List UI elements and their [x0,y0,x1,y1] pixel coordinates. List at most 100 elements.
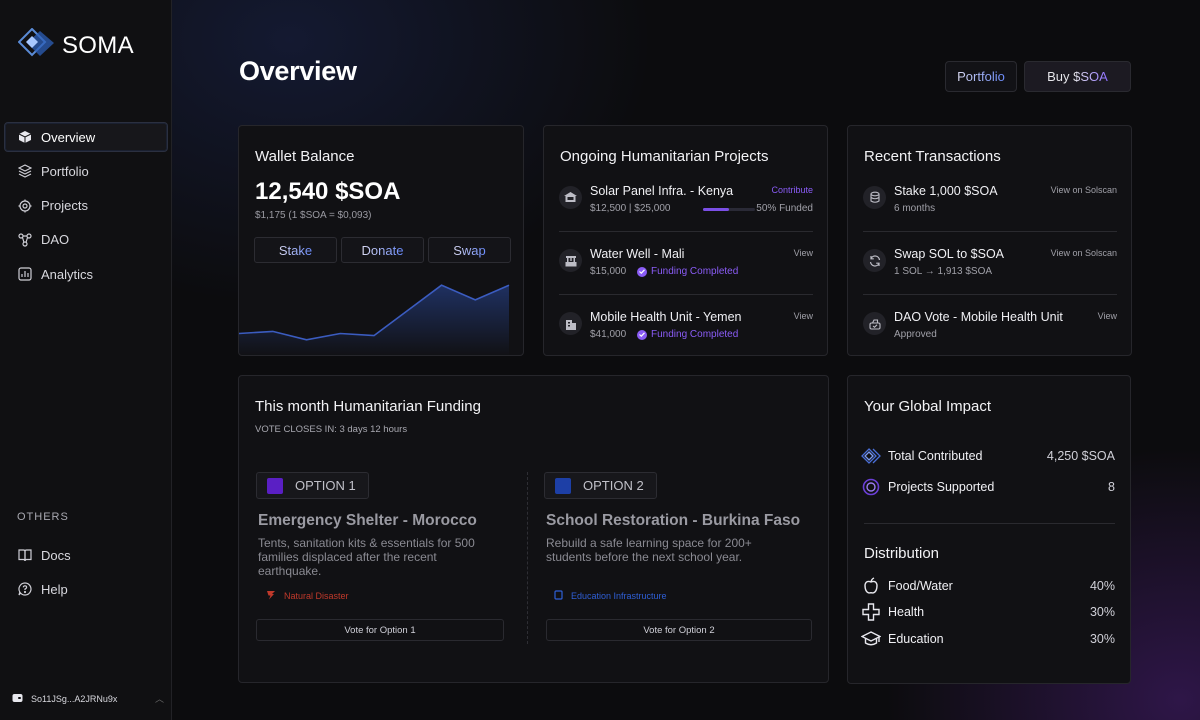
project-row[interactable]: Solar Panel Infra. - Kenya $12,500 | $25… [559,184,813,218]
transaction-title: Swap SOL to $SOA [894,247,1005,261]
option-description: Tents, sanitation kits & essentials for … [258,536,475,578]
book-icon [17,547,33,563]
project-amount: $12,500 | $25,000 [590,203,671,214]
project-title: Water Well - Mali [590,247,685,261]
water-well-icon [559,249,582,272]
wallet-balance-value: 12,540 $SOA [255,178,401,205]
sidebar-item-analytics[interactable]: Analytics [4,259,168,289]
funding-option-2: OPTION 2 School Restoration - Burkina Fa… [544,472,812,641]
brand-logo[interactable]: SOMA [17,27,134,63]
sidebar-item-projects[interactable]: Projects [4,191,168,221]
wallet-balance-fiat: $1,175 (1 $SOA = $0,093) [255,210,372,221]
ballot-icon [863,312,886,335]
hospital-icon [559,312,582,335]
vote-option-1-button[interactable]: Vote for Option 1 [256,619,504,641]
global-impact-card: Your Global Impact Total Contributed 4,2… [847,375,1131,684]
view-link[interactable]: View [793,311,813,321]
option-color-swatch [555,477,571,494]
funding-option-1: OPTION 1 Emergency Shelter - Morocco Ten… [256,472,504,641]
sidebar-item-label: Analytics [41,266,94,282]
brand-name: SOMA [62,31,134,59]
connected-wallet[interactable]: So11JSg...A2JRNu9x ︿ [12,692,164,705]
view-link[interactable]: View [793,248,813,258]
coins-icon [863,186,886,209]
check-icon [637,329,647,340]
view-link[interactable]: View [1097,311,1117,321]
vote-option-2-button[interactable]: Vote for Option 2 [546,619,812,641]
option-description: Rebuild a safe learning space for 200+ s… [546,536,752,564]
transaction-detail: 1 SOL → 1,913 $SOA [894,266,993,277]
swap-button[interactable]: Swap [428,237,511,263]
transaction-title: Stake 1,000 $SOA [894,184,998,198]
distribution-value: 30% [1089,605,1115,619]
card-title: Wallet Balance [255,148,355,165]
sidebar-item-overview[interactable]: Overview [4,122,168,152]
option-color-swatch [267,477,283,494]
solar-panel-icon [559,186,582,209]
diamond-stack-icon [861,448,881,464]
sparkline-area [239,285,509,355]
transaction-row[interactable]: Stake 1,000 $SOA 6 months View on Solsca… [863,184,1117,218]
layers-icon [17,163,33,179]
distribution-row: Education 30% [861,629,1115,649]
stake-button[interactable]: Stake [254,237,337,263]
divider [559,231,813,232]
funding-progress-bar [703,208,755,211]
card-title: Recent Transactions [864,148,1001,165]
disaster-icon [266,590,276,602]
sidebar-item-label: Projects [41,198,88,214]
impact-stat-row: Projects Supported 8 [861,477,1115,497]
divider [559,294,813,295]
wallet-address: So11JSg...A2JRNu9x [31,693,118,704]
donate-button[interactable]: Donate [341,237,424,263]
funding-completed-badge: Funding Completed [637,329,738,340]
distribution-value: 30% [1089,632,1115,646]
view-on-solscan-link[interactable]: View on Solscan [1050,248,1117,258]
impact-stat-value: 4,250 $SOA [1046,449,1115,463]
chevron-up-icon[interactable]: ︿ [154,694,164,704]
dao-icon [17,232,33,248]
cube-icon [17,129,33,145]
sidebar-item-docs[interactable]: Docs [4,540,168,570]
distribution-label: Food/Water [888,579,953,593]
divider [863,294,1117,295]
impact-stat-row: Total Contributed 4,250 $SOA [861,446,1115,466]
sidebar-item-help[interactable]: Help [4,574,168,604]
project-amount: $41,000 [590,329,627,340]
health-cross-icon [861,603,881,621]
project-row[interactable]: Mobile Health Unit - Yemen $41,000 View … [559,310,813,344]
transaction-detail: 6 months [894,203,936,214]
funding-completed-badge: Funding Completed [637,266,738,277]
option-title: Emergency Shelter - Morocco [258,512,477,529]
sidebar-item-label: Overview [41,129,96,145]
option-tag[interactable]: OPTION 1 [256,472,369,499]
ring-icon [861,478,881,496]
sparkline-line [239,284,510,341]
help-icon [17,581,33,597]
sidebar-item-label: Help [41,581,68,597]
sidebar-item-portfolio[interactable]: Portfolio [4,156,168,186]
portfolio-button[interactable]: Portfolio [945,61,1017,92]
wallet-icon [12,693,23,705]
distribution-label: Health [888,605,925,619]
option-category: Natural Disaster [266,590,349,602]
divider [863,231,1117,232]
recent-transactions-card: Recent Transactions Stake 1,000 $SOA 6 m… [847,125,1132,356]
option-tag[interactable]: OPTION 2 [544,472,657,499]
sidebar-others-nav: Docs Help [4,540,168,609]
card-title: Your Global Impact [864,398,992,415]
buy-soa-button[interactable]: Buy $SOA [1024,61,1131,92]
impact-stat-label: Projects Supported [888,480,995,494]
view-on-solscan-link[interactable]: View on Solscan [1050,185,1117,195]
sidebar-item-label: DAO [41,232,70,248]
sidebar-item-dao[interactable]: DAO [4,225,168,255]
main-content: Overview Portfolio Buy $SOA Wallet Balan… [172,0,1200,720]
transaction-row[interactable]: DAO Vote - Mobile Health Unit Approved V… [863,310,1117,344]
project-row[interactable]: Water Well - Mali $15,000 View Funding C… [559,247,813,281]
sidebar-item-label: Portfolio [41,163,89,179]
transaction-row[interactable]: Swap SOL to $SOA 1 SOL → 1,913 $SOA View… [863,247,1117,281]
contribute-link[interactable]: Contribute [771,185,813,195]
distribution-row: Food/Water 40% [861,576,1115,596]
humanitarian-projects-card: Ongoing Humanitarian Projects Solar Pane… [543,125,828,356]
soma-logo-icon [17,27,56,63]
